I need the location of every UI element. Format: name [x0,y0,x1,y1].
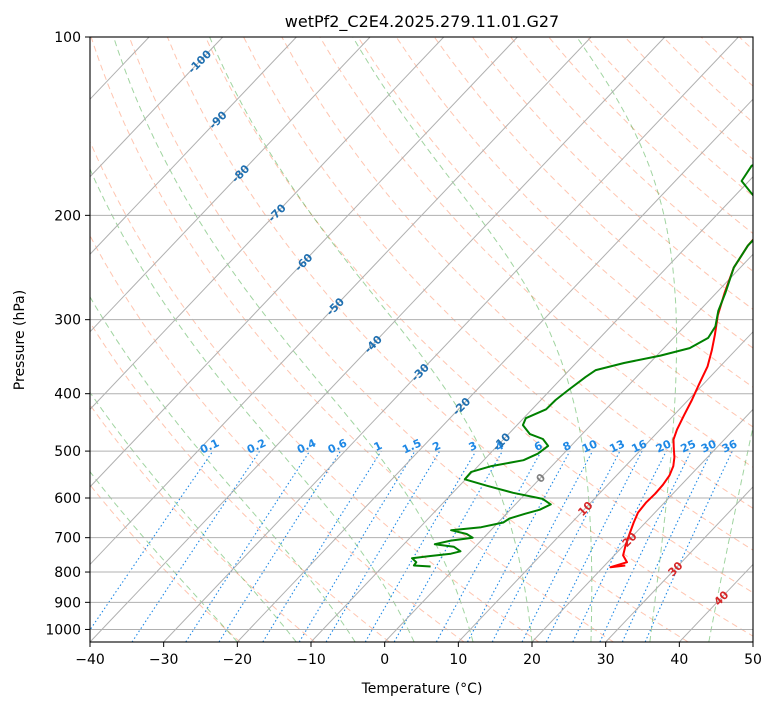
mixing-ratio-line [467,450,571,642]
mixing-ratio-line [218,450,341,642]
dry-adiabat-line [472,37,753,310]
dry-adiabat-line [90,404,316,642]
y-tick-label: 500 [54,444,81,460]
plot-frame [89,36,754,643]
dry-adiabat-line [90,37,614,642]
y-tick-label: 300 [54,313,81,329]
x-tick-label: 40 [670,652,688,668]
mixing-ratio-line [393,450,503,642]
moist-adiabat-line [90,295,356,642]
y-axis-label: Pressure (hPa) [12,290,28,390]
isotherm-line [90,37,592,566]
mixing-ratio-label: 16 [630,437,650,455]
dewpoint-line [411,163,753,568]
moist-adiabat-line [113,37,474,642]
mixing-ratio-label: 30 [699,437,719,455]
temperature-line [609,238,753,569]
mixing-ratio-label: 10 [580,437,600,455]
y-tick-label: 1000 [45,622,81,638]
isotherm-line [90,37,297,256]
mixing-ratio-line [262,450,382,642]
background-lines [90,37,753,642]
moist-adiabat-line [90,391,297,642]
mixing-ratio-line [572,450,667,642]
x-tick-label: 50 [744,652,762,668]
dry-adiabat-line [166,37,753,637]
y-tick-label: 400 [54,387,81,403]
chart-title: wetPf2_C2E4.2025.279.11.01.G27 [285,12,559,32]
mixing-ratio-line [90,450,214,631]
mixing-ratio-label: 20 [654,437,674,455]
y-tick-label: 600 [54,491,81,507]
moist-adiabat-line [352,37,593,642]
isotherm-line [90,37,666,642]
isotherm-line [90,37,224,178]
isotherm-line [310,176,753,642]
x-tick-label: −20 [223,652,253,668]
dry-adiabat-line [90,234,465,642]
mixing-ratio-line [298,450,416,642]
isotherm-line [163,37,739,642]
isotherm-line [605,486,753,642]
dry-adiabat-line [90,483,241,642]
isotherm-line [236,98,753,642]
mixing-ratio-label: 25 [679,437,698,455]
x-tick-label: −40 [75,652,105,668]
x-tick-label: 20 [523,652,541,668]
series-lines [411,163,753,569]
dry-adiabat-line [90,140,540,642]
moist-adiabat-line [708,424,753,642]
mixing-ratio-label: 36 [720,437,740,455]
y-tick-label: 100 [54,30,81,46]
isotherm-line [90,37,445,411]
mixing-ratio-line [545,450,643,642]
y-tick-label: 700 [54,531,81,547]
x-axis-label: Temperature (°C) [361,681,483,697]
moist-adiabat-line [576,37,678,642]
isotherm-line [90,37,371,333]
moist-adiabat-line [90,470,238,642]
y-tick-label: 200 [54,208,81,224]
isotherm-line [457,331,753,642]
dry-adiabat-line [90,321,390,642]
moist-adiabat-line [209,37,533,642]
grid-lines [90,37,753,642]
x-tick-label: 0 [380,652,389,668]
y-tick-label: 900 [54,595,81,611]
mixing-ratio-label: 13 [607,437,626,455]
x-tick-label: 10 [449,652,467,668]
isotherm-line [90,37,518,488]
x-tick-label: −30 [149,652,179,668]
mixing-ratio-line [185,450,311,642]
x-tick-label: 30 [597,652,615,668]
axes: −40 −30 −20 −10 0 10 20 30 40 50 100 200 300 400 500 60… [45,30,762,668]
isotherm-line [384,253,753,642]
x-tick-label: −10 [296,652,326,668]
y-tick-label: 800 [54,565,81,581]
